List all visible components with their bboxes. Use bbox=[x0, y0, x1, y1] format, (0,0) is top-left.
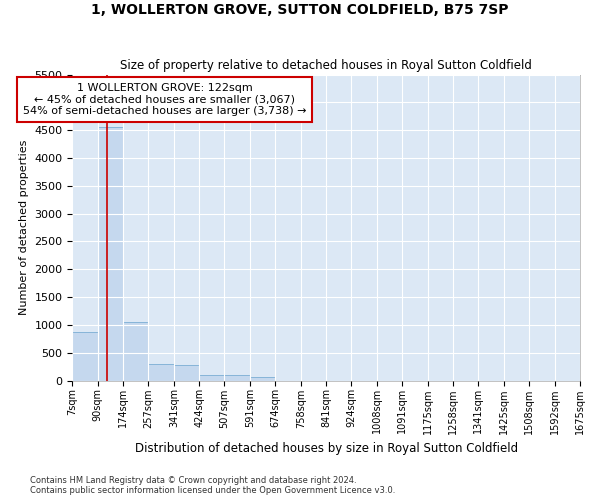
X-axis label: Distribution of detached houses by size in Royal Sutton Coldfield: Distribution of detached houses by size … bbox=[134, 442, 518, 455]
Bar bbox=[250, 377, 275, 380]
Bar bbox=[148, 364, 174, 380]
Bar bbox=[123, 322, 148, 380]
Bar bbox=[199, 375, 224, 380]
Text: Contains HM Land Registry data © Crown copyright and database right 2024.
Contai: Contains HM Land Registry data © Crown c… bbox=[30, 476, 395, 495]
Bar bbox=[224, 375, 250, 380]
Title: Size of property relative to detached houses in Royal Sutton Coldfield: Size of property relative to detached ho… bbox=[120, 59, 532, 72]
Text: 1, WOLLERTON GROVE, SUTTON COLDFIELD, B75 7SP: 1, WOLLERTON GROVE, SUTTON COLDFIELD, B7… bbox=[91, 2, 509, 16]
Text: 1 WOLLERTON GROVE: 122sqm
← 45% of detached houses are smaller (3,067)
54% of se: 1 WOLLERTON GROVE: 122sqm ← 45% of detac… bbox=[23, 83, 306, 116]
Bar bbox=[98, 127, 123, 380]
Y-axis label: Number of detached properties: Number of detached properties bbox=[19, 140, 29, 315]
Bar bbox=[174, 365, 199, 380]
Bar bbox=[72, 332, 98, 380]
